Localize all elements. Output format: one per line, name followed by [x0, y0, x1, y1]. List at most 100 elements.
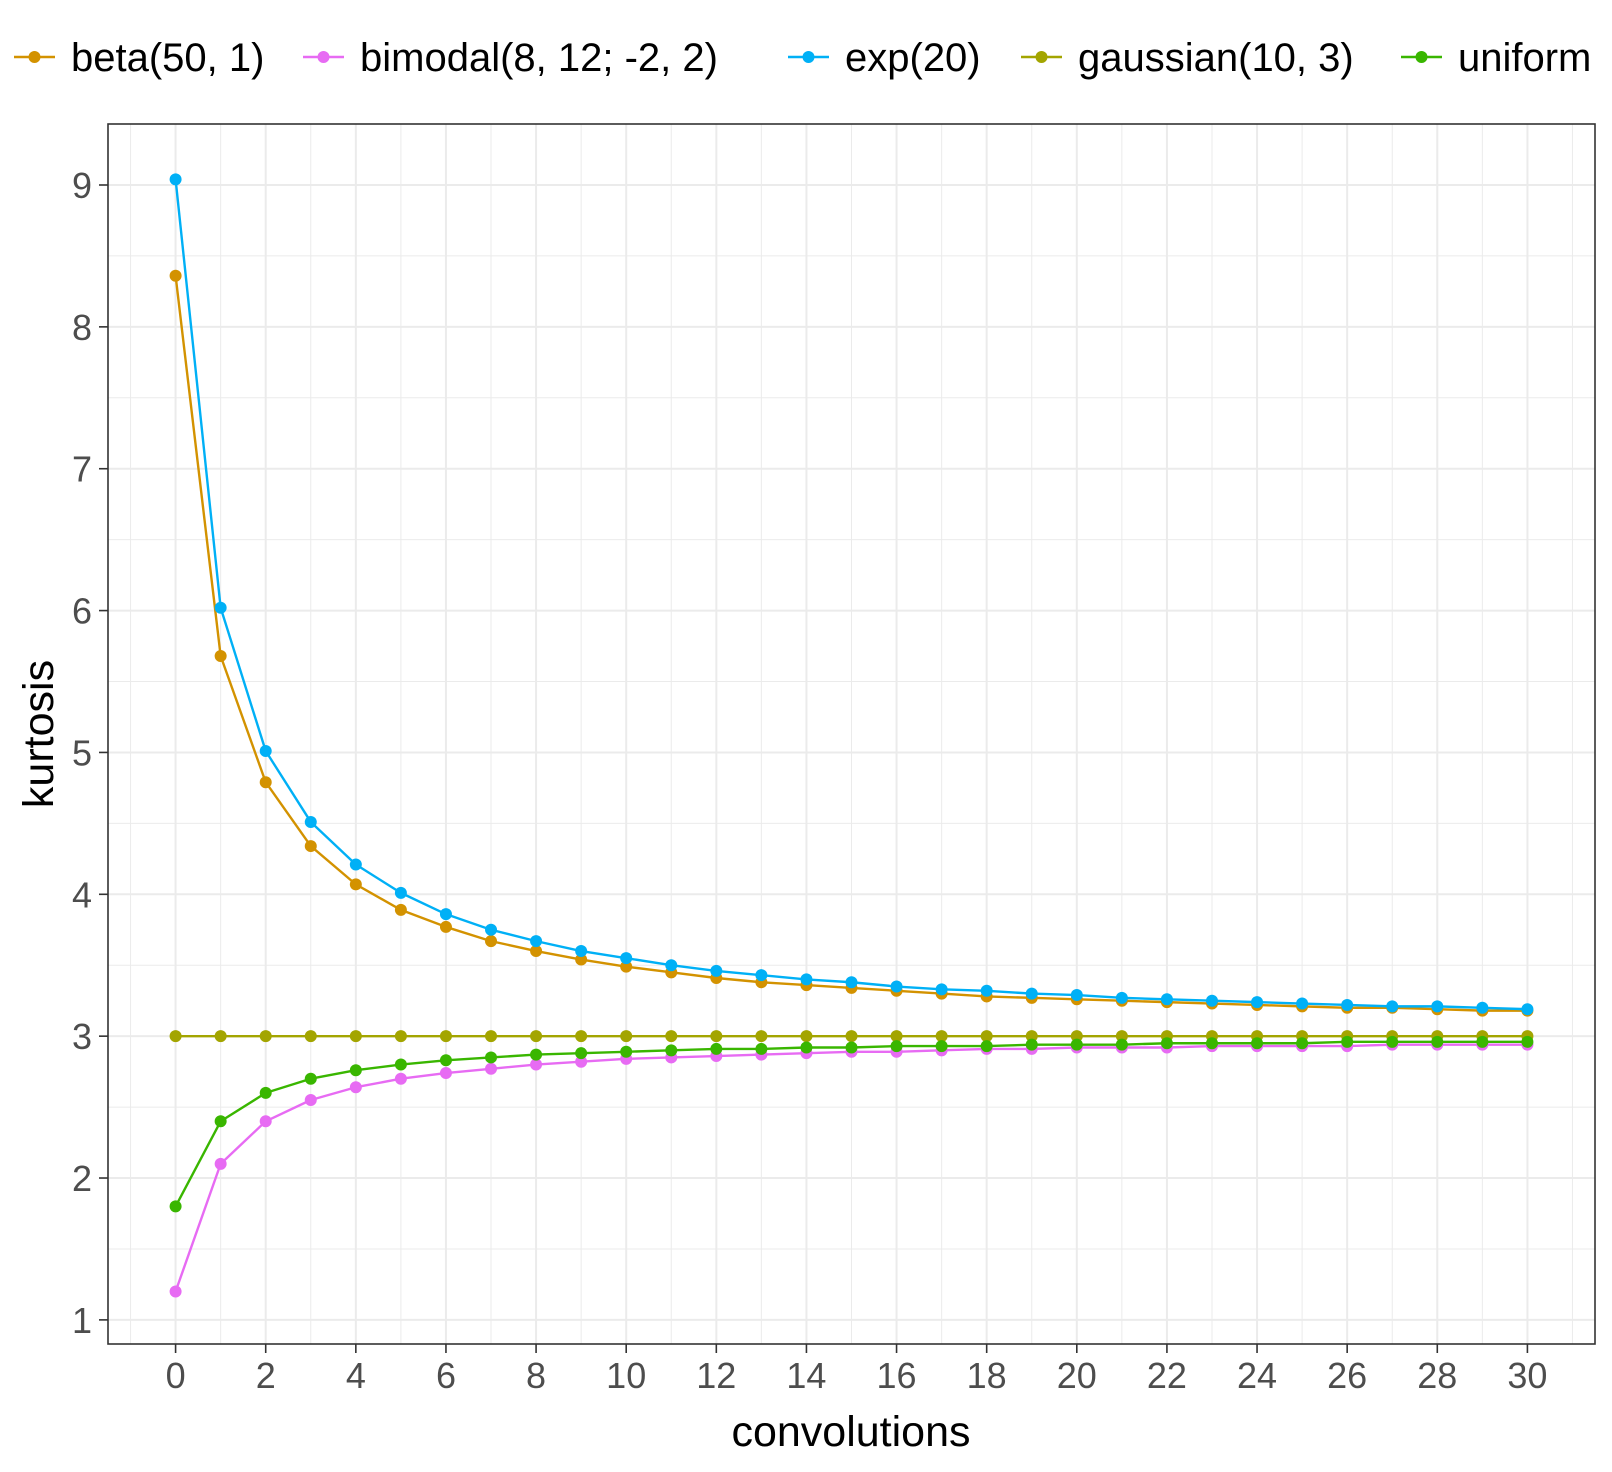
- grid-major-lines: [108, 124, 1595, 1344]
- data-point-beta-50-1: [620, 960, 633, 973]
- data-point-uniform: [214, 1115, 227, 1128]
- data-point-gaussian-10-3: [530, 1030, 543, 1043]
- data-point-exp-20: [530, 935, 543, 948]
- legend-key-point: [317, 51, 330, 63]
- data-point-uniform: [935, 1040, 948, 1053]
- data-point-gaussian-10-3: [665, 1030, 678, 1043]
- y-tick-label: 7: [72, 449, 92, 490]
- data-point-exp-20: [1341, 998, 1354, 1011]
- data-point-gaussian-10-3: [349, 1030, 362, 1043]
- x-tick-label: 8: [526, 1355, 546, 1396]
- data-point-uniform: [575, 1047, 588, 1060]
- series-uniform: [169, 1035, 1534, 1213]
- data-point-beta-50-1: [349, 878, 362, 891]
- data-point-bimodal-8-12-2-2: [304, 1094, 317, 1106]
- data-point-gaussian-10-3: [485, 1030, 498, 1043]
- series-exp-20: [169, 173, 1534, 1016]
- data-point-uniform: [485, 1051, 498, 1064]
- legend-key-point: [1035, 51, 1048, 63]
- data-point-uniform: [800, 1041, 813, 1054]
- legend-item-gaussian-10-3: gaussian(10, 3): [1021, 36, 1354, 80]
- data-point-uniform: [1025, 1038, 1038, 1051]
- data-point-bimodal-8-12-2-2: [485, 1062, 498, 1075]
- data-point-uniform: [1476, 1035, 1489, 1048]
- legend-item-beta-50-1: beta(50, 1): [14, 36, 264, 80]
- data-point-beta-50-1: [394, 903, 407, 916]
- data-point-exp-20: [439, 908, 452, 921]
- data-point-exp-20: [1205, 994, 1218, 1007]
- data-point-exp-20: [1070, 989, 1083, 1002]
- x-tick-label: 28: [1417, 1355, 1457, 1396]
- plot-panel: [107, 123, 1596, 1345]
- data-point-gaussian-10-3: [259, 1030, 272, 1043]
- data-point-exp-20: [1431, 1000, 1444, 1013]
- y-axis: 1 2 3 4 5 6 7 8 9: [72, 165, 108, 1341]
- x-tick-label: 0: [166, 1355, 186, 1396]
- data-point-gaussian-10-3: [394, 1030, 407, 1043]
- data-point-exp-20: [980, 984, 993, 997]
- data-point-beta-50-1: [485, 935, 498, 948]
- data-point-exp-20: [1025, 987, 1038, 1000]
- legend-item-exp-20: exp(20): [788, 36, 981, 80]
- data-point-exp-20: [620, 952, 633, 965]
- data-point-beta-50-1: [439, 920, 452, 933]
- data-point-gaussian-10-3: [169, 1030, 182, 1043]
- data-point-bimodal-8-12-2-2: [575, 1055, 588, 1068]
- y-tick-label: 5: [72, 732, 92, 773]
- data-point-gaussian-10-3: [710, 1030, 723, 1043]
- data-point-gaussian-10-3: [935, 1030, 948, 1043]
- data-point-uniform: [1070, 1038, 1083, 1051]
- data-point-uniform: [439, 1054, 452, 1067]
- y-tick-label: 1: [72, 1300, 92, 1341]
- data-point-exp-20: [304, 815, 317, 828]
- data-point-exp-20: [259, 745, 272, 758]
- data-point-exp-20: [1115, 991, 1128, 1004]
- data-point-gaussian-10-3: [800, 1030, 813, 1043]
- data-point-exp-20: [1251, 996, 1264, 1009]
- data-point-exp-20: [1476, 1001, 1489, 1014]
- data-point-beta-50-1: [259, 776, 272, 789]
- legend-item-bimodal-8-12-2-2: bimodal(8, 12; -2, 2): [303, 36, 718, 80]
- data-point-uniform: [710, 1042, 723, 1055]
- data-point-exp-20: [665, 959, 678, 972]
- legend-key-point: [28, 51, 41, 63]
- data-point-uniform: [1205, 1037, 1218, 1050]
- data-point-bimodal-8-12-2-2: [349, 1081, 362, 1094]
- legend-label: uniform: [1458, 36, 1591, 80]
- data-point-gaussian-10-3: [575, 1030, 588, 1043]
- data-point-bimodal-8-12-2-2: [259, 1115, 272, 1128]
- legend-label: bimodal(8, 12; -2, 2): [360, 36, 718, 80]
- data-point-gaussian-10-3: [439, 1030, 452, 1043]
- data-point-exp-20: [575, 945, 588, 958]
- data-point-uniform: [1386, 1035, 1399, 1048]
- data-point-gaussian-10-3: [620, 1030, 633, 1043]
- x-tick-label: 14: [786, 1355, 826, 1396]
- data-point-exp-20: [1386, 1000, 1399, 1013]
- data-point-gaussian-10-3: [1070, 1030, 1083, 1043]
- y-tick-label: 3: [72, 1016, 92, 1057]
- data-point-beta-50-1: [530, 945, 543, 958]
- x-tick-label: 4: [346, 1355, 366, 1396]
- x-tick-label: 20: [1057, 1355, 1097, 1396]
- data-point-exp-20: [1521, 1003, 1534, 1016]
- data-point-uniform: [620, 1045, 633, 1058]
- legend-key-point: [802, 51, 815, 63]
- y-axis-title: kurtosis: [15, 660, 63, 808]
- data-point-exp-20: [845, 976, 858, 989]
- data-point-bimodal-8-12-2-2: [530, 1058, 543, 1071]
- x-tick-label: 18: [967, 1355, 1007, 1396]
- data-point-beta-50-1: [575, 953, 588, 966]
- x-tick-label: 2: [256, 1355, 276, 1396]
- x-tick-label: 26: [1327, 1355, 1367, 1396]
- data-point-exp-20: [800, 973, 813, 986]
- data-point-exp-20: [890, 980, 903, 993]
- data-point-gaussian-10-3: [304, 1030, 317, 1043]
- x-axis: 0 2 4 6 8 10 12 14 16 18 20 22 24 26 28 30: [166, 1344, 1547, 1396]
- data-point-uniform: [1160, 1037, 1173, 1050]
- x-tick-label: 16: [877, 1355, 917, 1396]
- data-point-uniform: [890, 1040, 903, 1053]
- data-point-bimodal-8-12-2-2: [439, 1067, 452, 1080]
- data-point-uniform: [394, 1058, 407, 1071]
- data-point-exp-20: [349, 858, 362, 871]
- panel-border: [107, 123, 1596, 1345]
